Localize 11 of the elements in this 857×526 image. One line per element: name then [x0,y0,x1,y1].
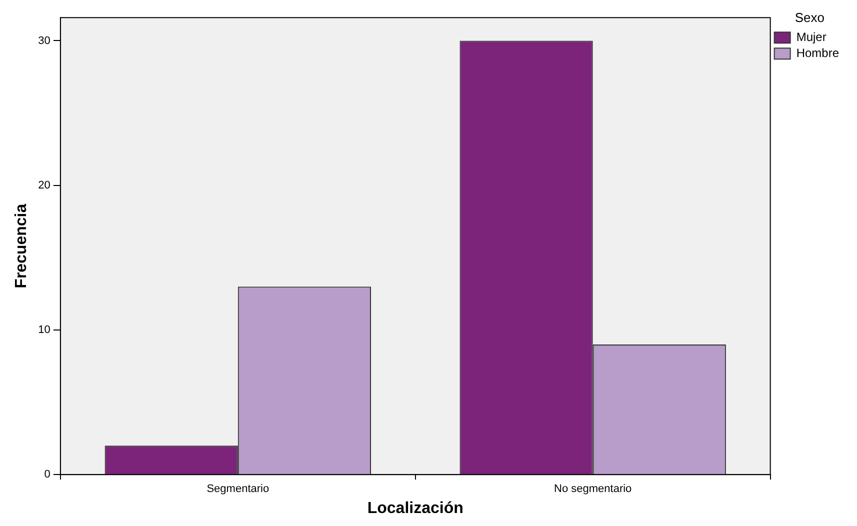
x-tick-label: Segmentario [206,483,270,496]
x-tick-label: No segmentario [554,483,632,496]
y-tick-label: 0 [44,468,50,481]
x-axis-title: Localización [367,500,464,517]
legend-title: Sexo [794,10,824,26]
y-axis-title: Frecuencia [13,204,30,288]
legend-label: Mujer [796,30,826,44]
legend-label: Hombre [796,46,840,60]
y-tick-label: 20 [38,179,50,192]
y-tick-label: 10 [38,324,50,336]
y-tick-label: 30 [38,34,50,47]
